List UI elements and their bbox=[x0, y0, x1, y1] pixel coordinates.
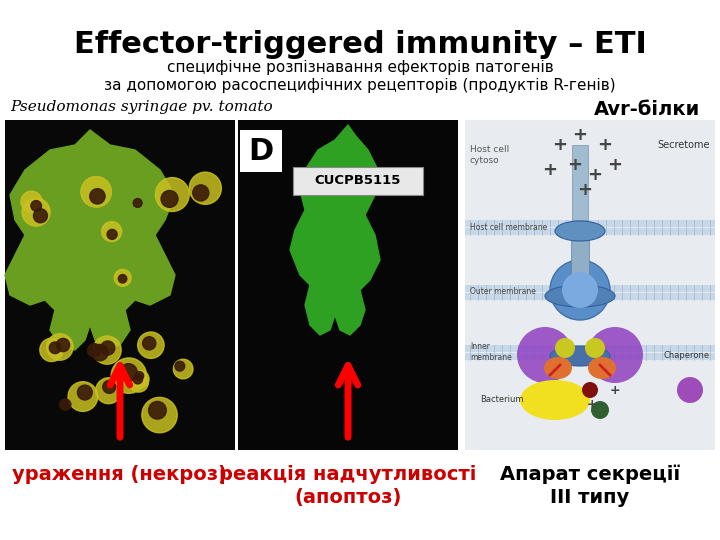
Circle shape bbox=[114, 269, 131, 286]
Circle shape bbox=[132, 370, 149, 388]
Text: Chaperone: Chaperone bbox=[664, 350, 710, 360]
Circle shape bbox=[189, 172, 221, 204]
Text: Inner
membrane: Inner membrane bbox=[470, 342, 512, 362]
Ellipse shape bbox=[555, 221, 605, 241]
Text: D: D bbox=[248, 137, 274, 165]
Text: +: + bbox=[567, 156, 582, 174]
Ellipse shape bbox=[550, 346, 610, 366]
Bar bbox=[465, 345, 715, 352]
Polygon shape bbox=[5, 130, 175, 350]
Circle shape bbox=[555, 338, 575, 358]
Circle shape bbox=[92, 345, 108, 361]
Text: +: + bbox=[598, 136, 613, 154]
Circle shape bbox=[138, 332, 164, 359]
Circle shape bbox=[148, 401, 166, 419]
Circle shape bbox=[103, 381, 116, 394]
Bar bbox=[5, 120, 235, 450]
Bar bbox=[240, 130, 282, 172]
Circle shape bbox=[550, 260, 610, 320]
Text: Pseudomonas syringae pv. tomato: Pseudomonas syringae pv. tomato bbox=[10, 100, 273, 114]
Circle shape bbox=[68, 382, 98, 411]
Text: +: + bbox=[552, 136, 567, 154]
Circle shape bbox=[101, 341, 114, 355]
Circle shape bbox=[174, 359, 193, 379]
Circle shape bbox=[118, 274, 127, 283]
Text: Outer membrane: Outer membrane bbox=[470, 287, 536, 296]
Text: Secretome: Secretome bbox=[657, 140, 710, 150]
Circle shape bbox=[93, 336, 121, 364]
Circle shape bbox=[102, 221, 122, 241]
Circle shape bbox=[193, 185, 209, 201]
Text: реакція надчутливості: реакція надчутливості bbox=[220, 465, 477, 484]
Circle shape bbox=[40, 338, 63, 362]
Ellipse shape bbox=[545, 285, 615, 307]
Text: Апарат секреції: Апарат секреції bbox=[500, 465, 680, 484]
Circle shape bbox=[591, 401, 609, 419]
Bar bbox=[571, 225, 589, 285]
Text: +: + bbox=[588, 166, 603, 184]
Text: CUCPB5115: CUCPB5115 bbox=[315, 174, 401, 187]
Text: специфічне розпізнавання ефекторів патогенів: специфічне розпізнавання ефекторів патог… bbox=[166, 60, 554, 75]
Ellipse shape bbox=[520, 380, 590, 420]
Text: +: + bbox=[542, 161, 557, 179]
Bar bbox=[465, 293, 715, 300]
Text: ураження (некроз): ураження (некроз) bbox=[12, 465, 228, 484]
Circle shape bbox=[142, 397, 177, 433]
Text: +: + bbox=[608, 156, 623, 174]
Circle shape bbox=[31, 200, 42, 211]
Text: Host cell membrane: Host cell membrane bbox=[470, 222, 547, 232]
Circle shape bbox=[133, 374, 143, 384]
Circle shape bbox=[96, 378, 122, 404]
Text: за допомогою расоспецифічних рецепторів (продуктів R-генів): за допомогою расоспецифічних рецепторів … bbox=[104, 78, 616, 93]
Circle shape bbox=[90, 188, 105, 204]
Circle shape bbox=[562, 272, 598, 308]
Circle shape bbox=[161, 191, 178, 207]
Text: Bacterium: Bacterium bbox=[480, 395, 523, 404]
Circle shape bbox=[33, 209, 48, 223]
Circle shape bbox=[49, 342, 61, 354]
Circle shape bbox=[81, 177, 112, 207]
Text: +: + bbox=[587, 399, 598, 411]
Circle shape bbox=[22, 198, 50, 226]
Bar bbox=[465, 353, 715, 360]
Ellipse shape bbox=[588, 357, 616, 379]
Circle shape bbox=[56, 339, 70, 352]
Circle shape bbox=[587, 327, 643, 383]
Circle shape bbox=[156, 178, 189, 212]
Bar bbox=[465, 228, 715, 235]
Circle shape bbox=[107, 230, 117, 239]
Bar bbox=[465, 220, 715, 227]
Circle shape bbox=[135, 372, 144, 380]
Circle shape bbox=[47, 334, 73, 360]
Circle shape bbox=[120, 363, 138, 381]
Text: Avr-білки: Avr-білки bbox=[594, 100, 700, 119]
Circle shape bbox=[21, 191, 42, 212]
Circle shape bbox=[677, 377, 703, 403]
Circle shape bbox=[78, 385, 92, 400]
Text: III типу: III типу bbox=[550, 488, 629, 507]
Bar bbox=[465, 285, 715, 292]
Circle shape bbox=[129, 373, 148, 392]
Circle shape bbox=[143, 337, 156, 350]
Bar bbox=[293, 167, 423, 195]
Circle shape bbox=[582, 382, 598, 398]
Circle shape bbox=[517, 327, 573, 383]
Text: Host cell
cytoso: Host cell cytoso bbox=[470, 145, 509, 165]
Circle shape bbox=[60, 399, 71, 410]
Text: +: + bbox=[572, 126, 588, 144]
Circle shape bbox=[111, 358, 147, 393]
Bar bbox=[465, 120, 715, 450]
Circle shape bbox=[133, 199, 142, 207]
Polygon shape bbox=[290, 125, 380, 335]
Ellipse shape bbox=[544, 357, 572, 379]
Text: +: + bbox=[577, 181, 593, 199]
Circle shape bbox=[175, 361, 185, 371]
Text: Effector-triggered immunity – ETI: Effector-triggered immunity – ETI bbox=[73, 30, 647, 59]
Circle shape bbox=[88, 343, 101, 357]
Bar bbox=[572, 145, 588, 220]
Bar bbox=[238, 120, 458, 450]
Circle shape bbox=[585, 338, 605, 358]
Text: (апоптоз): (апоптоз) bbox=[294, 488, 402, 507]
Text: +: + bbox=[610, 383, 621, 396]
